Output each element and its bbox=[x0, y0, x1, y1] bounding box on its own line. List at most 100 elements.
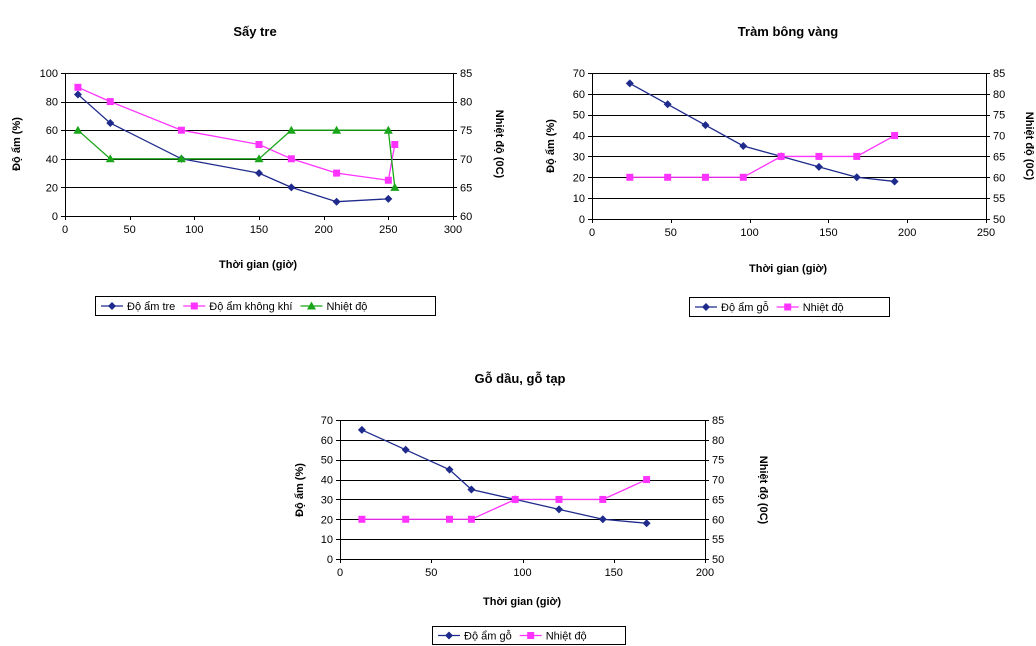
y-axis-title: Độ ẩm (%) bbox=[11, 117, 23, 171]
data-point bbox=[739, 173, 747, 181]
y-tick-label: 40 bbox=[573, 131, 585, 143]
series-diamond bbox=[625, 79, 899, 186]
data-point bbox=[391, 141, 399, 148]
series-triangle bbox=[73, 125, 400, 191]
legend-label: Nhiệt độ bbox=[326, 301, 367, 313]
data-point bbox=[106, 98, 114, 106]
series-line bbox=[629, 135, 895, 178]
x-tick-label: 50 bbox=[124, 224, 136, 236]
legend-label: Nhiệt độ bbox=[546, 631, 587, 643]
x-tick-label: 100 bbox=[740, 227, 758, 239]
x-tick-label: 200 bbox=[898, 227, 916, 239]
series-square bbox=[626, 132, 899, 181]
y-tick-label: 30 bbox=[321, 494, 333, 506]
y-tick-label: 40 bbox=[46, 154, 58, 166]
x-tick-label: 250 bbox=[379, 224, 397, 236]
data-point bbox=[105, 154, 115, 163]
y2-tick-label: 60 bbox=[993, 172, 1005, 184]
data-point bbox=[287, 183, 296, 192]
data-point bbox=[555, 495, 563, 503]
data-point bbox=[599, 495, 607, 503]
data-point bbox=[625, 79, 634, 88]
data-point bbox=[286, 125, 296, 134]
plot-area: 0 10 20 30 40 50 60 70 50 55 60 65 70 75 80 85 0 50 100 150… bbox=[321, 415, 725, 579]
series-line bbox=[77, 86, 396, 181]
data-point bbox=[777, 152, 785, 160]
y-axis-title: Độ ẩm (%) bbox=[294, 463, 306, 517]
y2-tick-label: 50 bbox=[993, 214, 1005, 226]
data-point bbox=[701, 121, 710, 130]
data-point bbox=[254, 154, 264, 163]
y-tick-label: 50 bbox=[573, 110, 585, 122]
y-tick-label: 0 bbox=[327, 554, 333, 566]
data-point bbox=[401, 445, 410, 454]
legend-label: Nhiệt độ bbox=[803, 302, 844, 314]
y2-tick-label: 85 bbox=[460, 68, 472, 80]
data-point bbox=[255, 169, 263, 178]
legend-swatch-marker bbox=[784, 303, 792, 311]
y2-tick-label: 70 bbox=[712, 475, 724, 487]
x-tick-label: 300 bbox=[444, 224, 462, 236]
y2-axis-title: Nhiệt độ (0C) bbox=[493, 110, 505, 179]
series-line bbox=[361, 429, 647, 524]
data-point bbox=[890, 177, 899, 186]
series-line bbox=[77, 129, 396, 188]
data-point bbox=[73, 90, 82, 99]
series-diamond bbox=[357, 425, 651, 528]
y-tick-label: 10 bbox=[321, 534, 333, 546]
y2-tick-label: 70 bbox=[993, 131, 1005, 143]
data-point bbox=[384, 176, 392, 184]
y2-tick-label: 50 bbox=[712, 554, 724, 566]
plot-area: 0 10 20 30 40 50 60 70 50 55 60 65 70 75 80 85 0 50 100 150… bbox=[573, 68, 1006, 239]
y2-tick-label: 65 bbox=[460, 182, 472, 194]
plot-frame bbox=[340, 420, 706, 560]
y-tick-label: 40 bbox=[321, 475, 333, 487]
chart-tram-bong-vang: Tràm bông vàng Thời gian (giờ) Độ ẩm (%)… bbox=[545, 24, 1035, 317]
data-point bbox=[642, 519, 651, 528]
data-point bbox=[287, 155, 295, 163]
data-point bbox=[555, 505, 563, 514]
y-tick-label: 70 bbox=[321, 415, 333, 427]
series-line bbox=[361, 478, 647, 520]
y2-tick-label: 55 bbox=[712, 534, 724, 546]
chart-title: Sấy tre bbox=[233, 24, 276, 39]
data-point bbox=[852, 173, 861, 182]
data-point bbox=[106, 119, 115, 128]
y-tick-label: 100 bbox=[40, 68, 58, 80]
x-axis-title: Thời gian (giờ) bbox=[483, 596, 561, 608]
data-point bbox=[74, 83, 82, 91]
y2-tick-label: 85 bbox=[993, 68, 1005, 80]
data-point bbox=[511, 495, 519, 503]
chart-title: Tràm bông vàng bbox=[738, 24, 838, 39]
y-tick-label: 60 bbox=[46, 125, 58, 137]
data-point bbox=[664, 173, 672, 181]
y2-tick-label: 60 bbox=[712, 514, 724, 526]
x-tick-label: 150 bbox=[250, 224, 268, 236]
plot-frame bbox=[592, 73, 987, 220]
y-tick-label: 70 bbox=[573, 68, 585, 80]
y-tick-label: 60 bbox=[573, 89, 585, 101]
chart-go-dau-go-tap: Gỗ dầu, gỗ tạp Thời gian (giờ) Độ ẩm (%)… bbox=[294, 371, 769, 645]
chart-say-tre: Sấy tre Thời gian (giờ) Độ ẩm (%) Nhiệt … bbox=[11, 24, 505, 316]
data-point bbox=[701, 173, 709, 181]
y2-tick-label: 75 bbox=[993, 110, 1005, 122]
legend-swatch-marker bbox=[306, 301, 316, 310]
legend-box bbox=[95, 296, 436, 316]
y2-tick-label: 55 bbox=[993, 193, 1005, 205]
y-tick-label: 20 bbox=[573, 172, 585, 184]
data-point bbox=[358, 515, 366, 523]
data-point bbox=[663, 100, 672, 109]
y2-tick-label: 85 bbox=[712, 415, 724, 427]
y2-axis-title: Nhiệt độ (0C) bbox=[1023, 112, 1035, 181]
legend: Độ ẩm gỗ Nhiệt độ bbox=[432, 626, 626, 645]
x-tick-label: 150 bbox=[819, 227, 837, 239]
x-tick-label: 150 bbox=[605, 567, 623, 579]
y-tick-label: 50 bbox=[321, 455, 333, 467]
data-point bbox=[332, 125, 342, 134]
y2-tick-label: 70 bbox=[460, 154, 472, 166]
data-point bbox=[446, 515, 453, 523]
x-tick-label: 200 bbox=[314, 224, 332, 236]
y-tick-label: 60 bbox=[321, 435, 333, 447]
x-tick-label: 50 bbox=[425, 567, 437, 579]
